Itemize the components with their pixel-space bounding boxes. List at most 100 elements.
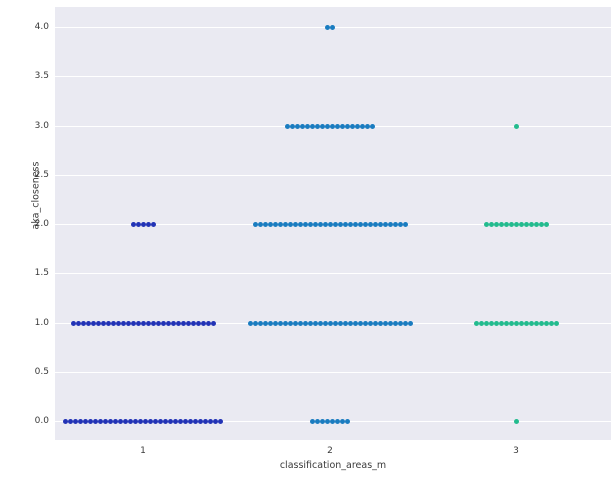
data-point — [367, 320, 373, 326]
data-point — [513, 222, 519, 227]
data-point — [297, 222, 303, 227]
data-point — [367, 222, 373, 227]
data-point — [133, 419, 138, 424]
data-point — [90, 320, 96, 326]
data-point — [335, 419, 340, 424]
data-point — [488, 222, 494, 227]
data-point — [158, 419, 163, 424]
data-point — [352, 222, 358, 227]
data-point — [312, 320, 318, 326]
data-point — [518, 222, 524, 227]
data-point — [528, 222, 534, 227]
data-point — [387, 222, 393, 227]
data-point — [342, 222, 348, 227]
data-point — [513, 123, 519, 129]
data-point — [203, 419, 208, 424]
data-point — [488, 320, 494, 326]
data-point — [523, 320, 529, 326]
data-point — [130, 320, 136, 326]
data-point — [98, 419, 103, 424]
data-point — [118, 419, 123, 424]
data-point — [198, 419, 203, 424]
data-point — [407, 320, 413, 326]
data-point — [63, 419, 68, 424]
data-point — [143, 419, 148, 424]
data-point — [307, 320, 313, 326]
data-point — [365, 123, 370, 129]
data-point — [272, 222, 278, 227]
data-point — [503, 222, 509, 227]
data-point — [330, 25, 335, 30]
y-tick-label: 4.0 — [34, 22, 49, 32]
data-point — [252, 222, 258, 227]
data-point — [295, 123, 300, 129]
data-point — [340, 419, 345, 424]
data-point — [185, 320, 191, 326]
data-point — [498, 320, 504, 326]
data-point — [317, 222, 323, 227]
data-point — [538, 222, 544, 227]
data-point — [315, 123, 320, 129]
data-point — [370, 123, 375, 129]
data-point — [178, 419, 183, 424]
data-point — [78, 419, 83, 424]
data-point — [277, 222, 283, 227]
data-point — [113, 419, 118, 424]
data-point — [155, 320, 161, 326]
data-point — [302, 320, 308, 326]
data-point — [173, 419, 178, 424]
data-point — [95, 320, 101, 326]
data-point — [513, 320, 519, 326]
y-tick-label: 0.5 — [34, 366, 49, 377]
data-point — [330, 419, 335, 424]
data-point — [337, 320, 343, 326]
data-point — [382, 222, 388, 227]
data-point — [262, 320, 268, 326]
data-point — [285, 123, 290, 129]
data-point — [347, 320, 353, 326]
data-point — [128, 419, 133, 424]
data-point — [332, 222, 338, 227]
data-point — [543, 222, 549, 227]
data-point — [290, 123, 295, 129]
data-point — [325, 123, 330, 129]
data-point — [483, 222, 489, 227]
data-point — [70, 320, 76, 326]
x-tick-label: 1 — [140, 446, 146, 456]
data-point — [272, 320, 278, 326]
data-point — [350, 123, 355, 129]
data-point — [483, 320, 489, 326]
data-point — [262, 222, 268, 227]
data-point — [508, 320, 514, 326]
data-point — [538, 320, 544, 326]
data-point — [188, 419, 193, 424]
data-point — [503, 320, 509, 326]
y-tick-label: 1.0 — [34, 317, 49, 328]
data-point — [170, 320, 176, 326]
data-point — [153, 419, 158, 424]
data-point — [543, 320, 549, 326]
data-point — [110, 320, 116, 326]
data-point — [397, 320, 403, 326]
data-point — [362, 222, 368, 227]
data-point — [377, 320, 383, 326]
data-point — [108, 419, 113, 424]
data-point — [392, 222, 398, 227]
data-point — [360, 123, 365, 129]
data-point — [377, 222, 383, 227]
data-point — [553, 320, 559, 326]
data-point — [267, 320, 273, 326]
data-point — [302, 222, 308, 227]
data-point — [402, 320, 408, 326]
data-point — [310, 123, 315, 129]
data-point — [292, 222, 298, 227]
data-point — [75, 320, 81, 326]
data-point — [493, 222, 499, 227]
data-point — [518, 320, 524, 326]
data-point — [130, 222, 136, 227]
data-point — [310, 419, 315, 424]
data-point — [320, 123, 325, 129]
data-point — [508, 222, 514, 227]
data-point — [257, 320, 263, 326]
data-point — [125, 320, 131, 326]
